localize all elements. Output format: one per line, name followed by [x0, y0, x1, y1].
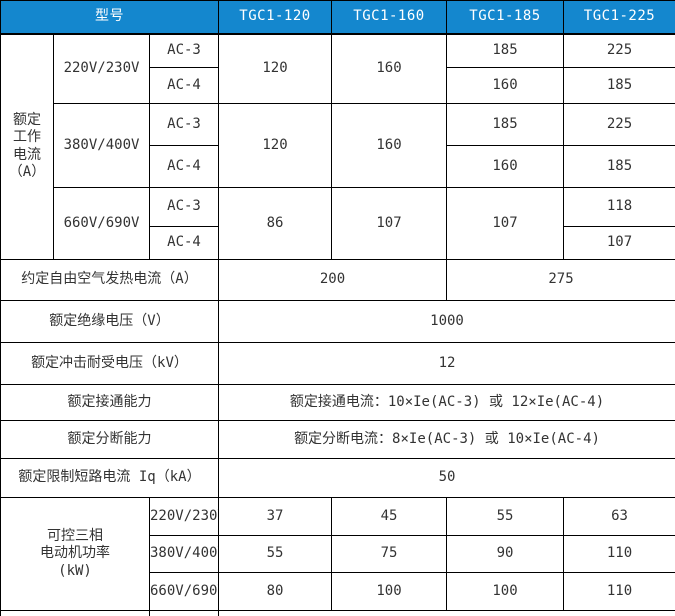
motor-power-220v-row: 可控三相 电动机功率 (kW) 220V/230V 37 45 55 63	[0, 497, 675, 611]
partial-cutoff-row	[0, 610, 675, 616]
value-cell: 55	[446, 497, 564, 536]
value-cell: 185	[446, 103, 564, 146]
value-cell: 45	[331, 497, 447, 536]
category-label-ac4: AC-4	[149, 226, 219, 260]
partial-cell	[149, 610, 219, 616]
rated-insulation-voltage-row: 额定绝缘电压（V） 1000	[0, 300, 675, 343]
rated-insulation-voltage-label: 额定绝缘电压（V）	[0, 300, 219, 343]
rated-current-380v-ac3-row: 380V/400V AC-3 120 160 185 225	[1, 103, 675, 188]
value-cell: 275	[446, 259, 675, 301]
value-cell: 225	[563, 33, 675, 68]
rated-making-capacity-value: 额定接通电流：10×Ie(AC-3) 或 12×Ie(AC-4)	[218, 384, 675, 421]
voltage-label-380v: 380V/400V	[53, 103, 150, 188]
rated-breaking-capacity-label: 额定分断能力	[0, 420, 219, 459]
value-cell: 160	[446, 67, 564, 104]
value-cell: 1000	[218, 300, 675, 343]
motor-power-660v-row: 660V/690V 80 100 100 110	[1, 572, 675, 611]
value-cell: 90	[446, 535, 564, 573]
free-air-thermal-current-label: 约定自由空气发热电流（A）	[0, 259, 219, 301]
voltage-label-660v: 660V/690V	[53, 187, 150, 260]
rated-limited-short-circuit-current-label: 额定限制短路电流 Iq（kA）	[0, 458, 219, 498]
category-label-ac4: AC-4	[149, 145, 219, 188]
rated-making-capacity-row: 额定接通能力 额定接通电流：10×Ie(AC-3) 或 12×Ie(AC-4)	[0, 384, 675, 421]
value-cell: 110	[563, 535, 675, 573]
value-cell: 107	[446, 187, 564, 260]
value-cell: 100	[446, 572, 564, 611]
value-cell: 100	[331, 572, 447, 611]
value-cell: 118	[563, 187, 675, 227]
rated-breaking-capacity-value: 额定分断电流：8×Ie(AC-3) 或 10×Ie(AC-4)	[218, 420, 675, 459]
value-cell: 107	[331, 187, 447, 260]
category-label-ac4: AC-4	[149, 67, 219, 104]
value-cell: 120	[218, 103, 332, 188]
category-label-ac3: AC-3	[149, 187, 219, 227]
value-cell: 63	[563, 497, 675, 536]
partial-cell	[218, 610, 675, 616]
partial-cell	[0, 610, 150, 616]
value-cell: 107	[563, 226, 675, 260]
value-cell: 75	[331, 535, 447, 573]
value-cell: 225	[563, 103, 675, 146]
motor-power-380v-row: 380V/400V 55 75 90 110	[1, 535, 675, 573]
rated-breaking-capacity-row: 额定分断能力 额定分断电流：8×Ie(AC-3) 或 10×Ie(AC-4)	[0, 420, 675, 459]
rated-current-660v-ac3-row: 660V/690V AC-3 86 107 107 118	[1, 187, 675, 260]
value-cell: 86	[218, 187, 332, 260]
value-cell: 110	[563, 572, 675, 611]
value-cell: 80	[218, 572, 332, 611]
rated-limited-short-circuit-current-row: 额定限制短路电流 Iq（kA） 50	[0, 458, 675, 498]
category-label-ac3: AC-3	[149, 103, 219, 146]
rated-impulse-withstand-voltage-row: 额定冲击耐受电压（kV） 12	[0, 342, 675, 385]
rated-current-220v-ac3-row: 额定 工作 电流 （A） 220V/230V AC-3 120 160 185 225	[0, 33, 675, 260]
column-header-tgc1-185: TGC1-185	[446, 0, 564, 35]
column-header-tgc1-160: TGC1-160	[331, 0, 447, 35]
voltage-label-220v: 220V/230V	[53, 33, 150, 104]
value-cell: 185	[446, 33, 564, 68]
value-cell: 160	[446, 145, 564, 188]
value-cell: 120	[218, 33, 332, 104]
value-cell: 200	[218, 259, 447, 301]
column-header-tgc1-120: TGC1-120	[218, 0, 332, 35]
model-column-label: 型号	[0, 0, 219, 35]
value-cell: 185	[563, 67, 675, 104]
rated-impulse-withstand-voltage-label: 额定冲击耐受电压（kV）	[0, 342, 219, 385]
value-cell: 185	[563, 145, 675, 188]
value-cell: 160	[331, 33, 447, 104]
value-cell: 37	[218, 497, 332, 536]
value-cell: 50	[218, 458, 675, 498]
controllable-motor-power-label: 可控三相 电动机功率 (kW)	[0, 497, 150, 611]
rated-working-current-label: 额定 工作 电流 （A）	[0, 33, 54, 260]
free-air-thermal-current-row: 约定自由空气发热电流（A） 200 275	[0, 259, 675, 301]
value-cell: 55	[218, 535, 332, 573]
voltage-label-220v: 220V/230V	[149, 497, 219, 536]
column-header-tgc1-225: TGC1-225	[563, 0, 675, 35]
category-label-ac3: AC-3	[149, 33, 219, 68]
rated-current-660v-ac4-row: AC-4 107	[1, 226, 675, 260]
value-cell: 12	[218, 342, 675, 385]
rated-making-capacity-label: 额定接通能力	[0, 384, 219, 421]
voltage-label-660v: 660V/690V	[149, 572, 219, 611]
voltage-label-380v: 380V/400V	[149, 535, 219, 573]
header-row: 型号 TGC1-120 TGC1-160 TGC1-185 TGC1-225	[0, 0, 675, 35]
rated-current-380v-ac4-row: AC-4 160 185	[1, 145, 675, 188]
value-cell: 160	[331, 103, 447, 188]
